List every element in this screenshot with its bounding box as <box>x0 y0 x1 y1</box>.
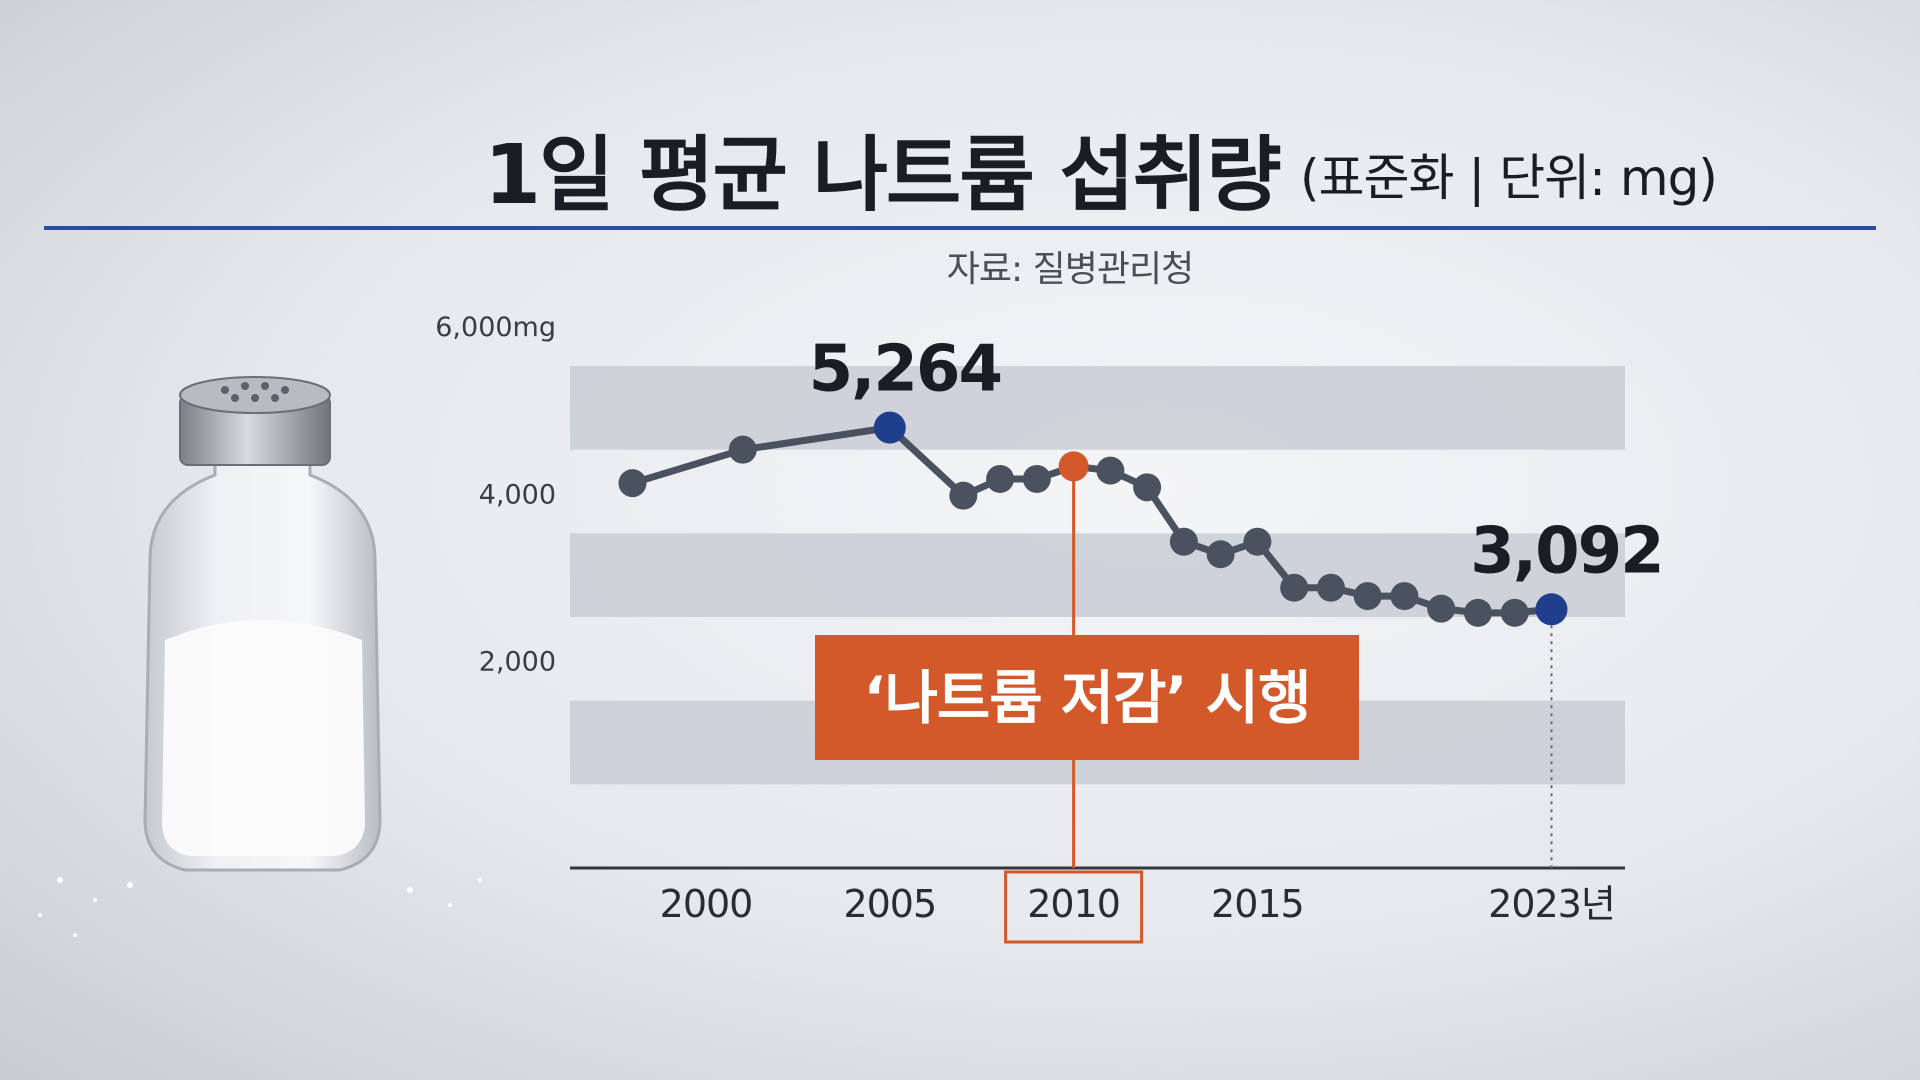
data-point <box>618 469 647 498</box>
data-point <box>1463 598 1492 627</box>
x-tick-label: 2015 <box>1211 882 1304 926</box>
data-label: 3,092 <box>1470 514 1662 588</box>
source-note: 자료: 질병관리청 <box>946 249 1194 290</box>
data-point <box>1280 573 1309 602</box>
data-point <box>1096 456 1125 485</box>
y-tick-label: 6,000mg <box>435 312 556 343</box>
data-point <box>1133 473 1162 502</box>
data-point <box>1243 527 1272 556</box>
data-point <box>1022 464 1051 493</box>
data-point <box>1169 527 1198 556</box>
grid-band <box>570 366 1625 450</box>
y-tick-label: 2,000 <box>479 647 556 678</box>
data-point <box>1316 573 1345 602</box>
title-row: 1일 평균 나트륨 섭취량 (표준화 | 단위: mg) <box>0 108 1920 223</box>
data-point <box>986 464 1015 493</box>
chart-title: 1일 평균 나트륨 섭취량 <box>484 128 1282 223</box>
data-point <box>1427 594 1456 623</box>
data-point <box>1206 540 1235 569</box>
data-point <box>728 435 757 464</box>
data-point-highlight <box>873 411 906 444</box>
y-tick-label: 4,000 <box>479 479 556 510</box>
salt-shaker-illustration <box>38 376 482 937</box>
annotation-label-box <box>815 635 1359 760</box>
title-divider <box>44 226 1876 230</box>
data-point <box>949 481 978 510</box>
data-point <box>1390 582 1419 611</box>
x-tick-label: 2010 <box>1027 882 1120 926</box>
x-tick-label: 2000 <box>660 882 753 926</box>
x-tick-label: 2005 <box>843 882 936 926</box>
x-tick-label: 2023년 <box>1488 882 1615 926</box>
data-point-highlight <box>1535 593 1568 626</box>
data-point <box>1500 598 1529 627</box>
data-point <box>1353 582 1382 611</box>
data-point-annotated <box>1058 451 1089 482</box>
annotation-label: ‘나트륨 저감’ 시행 <box>864 664 1311 732</box>
data-label: 5,264 <box>809 333 1001 407</box>
annotation-year-box <box>1004 870 1144 944</box>
chart-subtitle: (표준화 | 단위: mg) <box>1300 149 1718 207</box>
